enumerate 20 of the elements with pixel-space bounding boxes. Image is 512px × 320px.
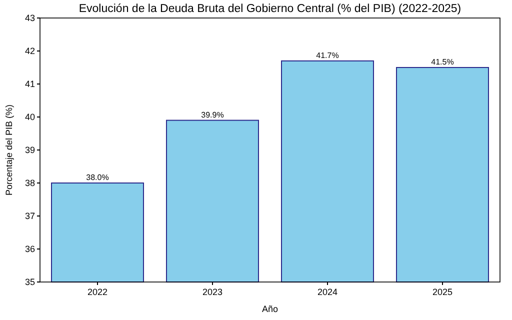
y-tick-label: 43 [24, 13, 35, 24]
y-axis-title: Porcentaje del PIB (%) [4, 104, 14, 196]
x-axis-title: Año [262, 304, 278, 314]
chart-title: Evolución de la Deuda Bruta del Gobierno Central (% del PIB) (2022-2025) [78, 3, 462, 15]
data-label: 41.5% [431, 58, 454, 66]
x-tick-label: 2023 [202, 287, 223, 297]
data-label: 41.7% [316, 50, 339, 60]
x-tick-label: 2025 [432, 287, 453, 297]
data-label: 38.0% [86, 173, 109, 182]
y-tick-label: 35 [24, 277, 35, 288]
y-tick-label: 40 [24, 112, 35, 122]
y-tick-label: 38 [24, 178, 35, 188]
y-tick-label: 42 [24, 46, 35, 56]
x-tick-label: 2024 [317, 287, 338, 297]
x-tick-label: 2022 [87, 287, 108, 297]
y-tick-label: 41 [24, 79, 35, 90]
y-tick-label: 37 [24, 211, 35, 222]
y-tick-label: 39 [24, 145, 35, 156]
data-label: 39.9% [201, 110, 224, 120]
y-tick-label: 36 [24, 244, 35, 254]
